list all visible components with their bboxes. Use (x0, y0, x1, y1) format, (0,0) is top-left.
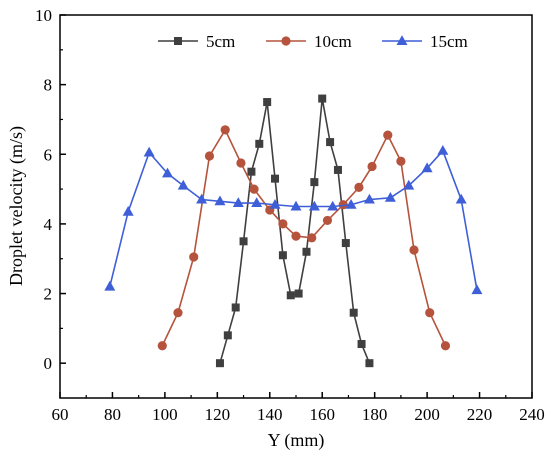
series-15cm (104, 144, 483, 295)
data-point-15cm (363, 193, 375, 204)
data-point-5cm (294, 289, 303, 298)
series-10cm (157, 125, 451, 351)
y-axis-title: Droplet velocity (m/s) (6, 126, 27, 286)
data-point-5cm (271, 174, 280, 183)
data-point-15cm (421, 162, 433, 173)
x-tick-label: 220 (467, 405, 493, 424)
data-point-5cm (365, 359, 374, 368)
x-tick-label: 140 (257, 405, 283, 424)
data-point-15cm (384, 191, 396, 202)
series-layer (104, 94, 483, 368)
data-point-5cm (333, 165, 342, 174)
x-tick-label: 100 (152, 405, 178, 424)
data-point-10cm (249, 184, 259, 194)
data-point-5cm (357, 340, 366, 349)
data-point-5cm (278, 251, 287, 260)
x-tick-label: 60 (52, 405, 69, 424)
y-tick-label: 2 (44, 285, 53, 304)
data-point-15cm (327, 200, 339, 211)
data-point-5cm (286, 291, 295, 300)
data-point-15cm (122, 205, 134, 216)
data-point-10cm (157, 341, 167, 351)
data-point-5cm (341, 239, 350, 248)
y-tick-label: 4 (44, 215, 53, 234)
x-tick-label: 80 (104, 405, 121, 424)
x-tick-label: 120 (205, 405, 231, 424)
data-point-15cm (143, 146, 155, 157)
x-axis: 60 80 100 120 140 160 180 200 220 240 (52, 392, 545, 424)
data-point-10cm (307, 233, 317, 243)
y-tick-label: 8 (44, 76, 53, 95)
data-point-15cm (345, 198, 357, 209)
data-point-10cm (291, 231, 301, 241)
legend-marker-15cm (396, 35, 408, 45)
data-point-15cm (251, 197, 263, 208)
y-tick-label: 10 (35, 6, 52, 25)
series-5cm (215, 94, 374, 368)
data-point-5cm (310, 178, 319, 187)
series-line-10cm (161, 128, 447, 347)
legend-label-10cm: 10cm (314, 32, 352, 51)
data-point-10cm (204, 151, 215, 161)
data-point-10cm (173, 308, 183, 318)
data-point-10cm (220, 125, 230, 135)
x-axis-title: Y (mm) (268, 430, 325, 451)
y-tick-label: 6 (44, 145, 53, 164)
data-point-10cm (409, 245, 419, 255)
data-point-10cm (425, 308, 435, 318)
data-point-10cm (278, 219, 288, 229)
data-point-10cm (396, 156, 406, 166)
data-point-5cm (326, 138, 335, 147)
x-tick-label: 160 (309, 405, 335, 424)
data-point-10cm (367, 161, 377, 172)
legend: 5cm 10cm 15cm (158, 32, 468, 51)
data-point-15cm (403, 179, 415, 190)
data-point-10cm (354, 182, 364, 192)
data-point-5cm (239, 237, 248, 246)
series-line-15cm (109, 149, 478, 291)
data-point-15cm (196, 193, 208, 204)
data-point-15cm (214, 195, 226, 206)
data-point-10cm (383, 130, 393, 140)
data-point-5cm (263, 98, 272, 107)
legend-marker-10cm (281, 36, 291, 46)
y-axis: 0 2 4 6 8 10 (35, 6, 66, 373)
data-point-10cm (440, 341, 451, 351)
data-point-10cm (189, 252, 199, 262)
data-point-15cm (104, 280, 116, 291)
data-point-5cm (302, 247, 311, 256)
y-tick-label: 0 (44, 354, 53, 373)
data-point-5cm (231, 303, 240, 312)
data-point-15cm (269, 198, 281, 209)
data-point-15cm (177, 179, 189, 190)
x-tick-label: 180 (362, 405, 388, 424)
series-line-5cm (219, 98, 371, 364)
data-point-15cm (437, 144, 449, 155)
data-point-5cm (349, 308, 358, 317)
data-point-10cm (322, 215, 333, 226)
data-point-15cm (162, 167, 174, 178)
legend-marker-5cm (174, 37, 182, 45)
data-point-10cm (236, 158, 246, 168)
data-point-5cm (318, 94, 327, 103)
data-point-15cm (232, 197, 244, 208)
x-tick-label: 240 (519, 405, 545, 424)
data-point-5cm (255, 139, 264, 148)
data-point-15cm (455, 193, 467, 204)
data-point-15cm (308, 200, 320, 211)
data-point-15cm (471, 284, 483, 295)
x-tick-label: 200 (414, 405, 440, 424)
data-point-15cm (290, 200, 302, 211)
data-point-5cm (223, 331, 232, 340)
legend-label-5cm: 5cm (206, 32, 235, 51)
data-point-5cm (215, 359, 224, 368)
data-point-5cm (247, 167, 256, 176)
legend-label-15cm: 15cm (430, 32, 468, 51)
